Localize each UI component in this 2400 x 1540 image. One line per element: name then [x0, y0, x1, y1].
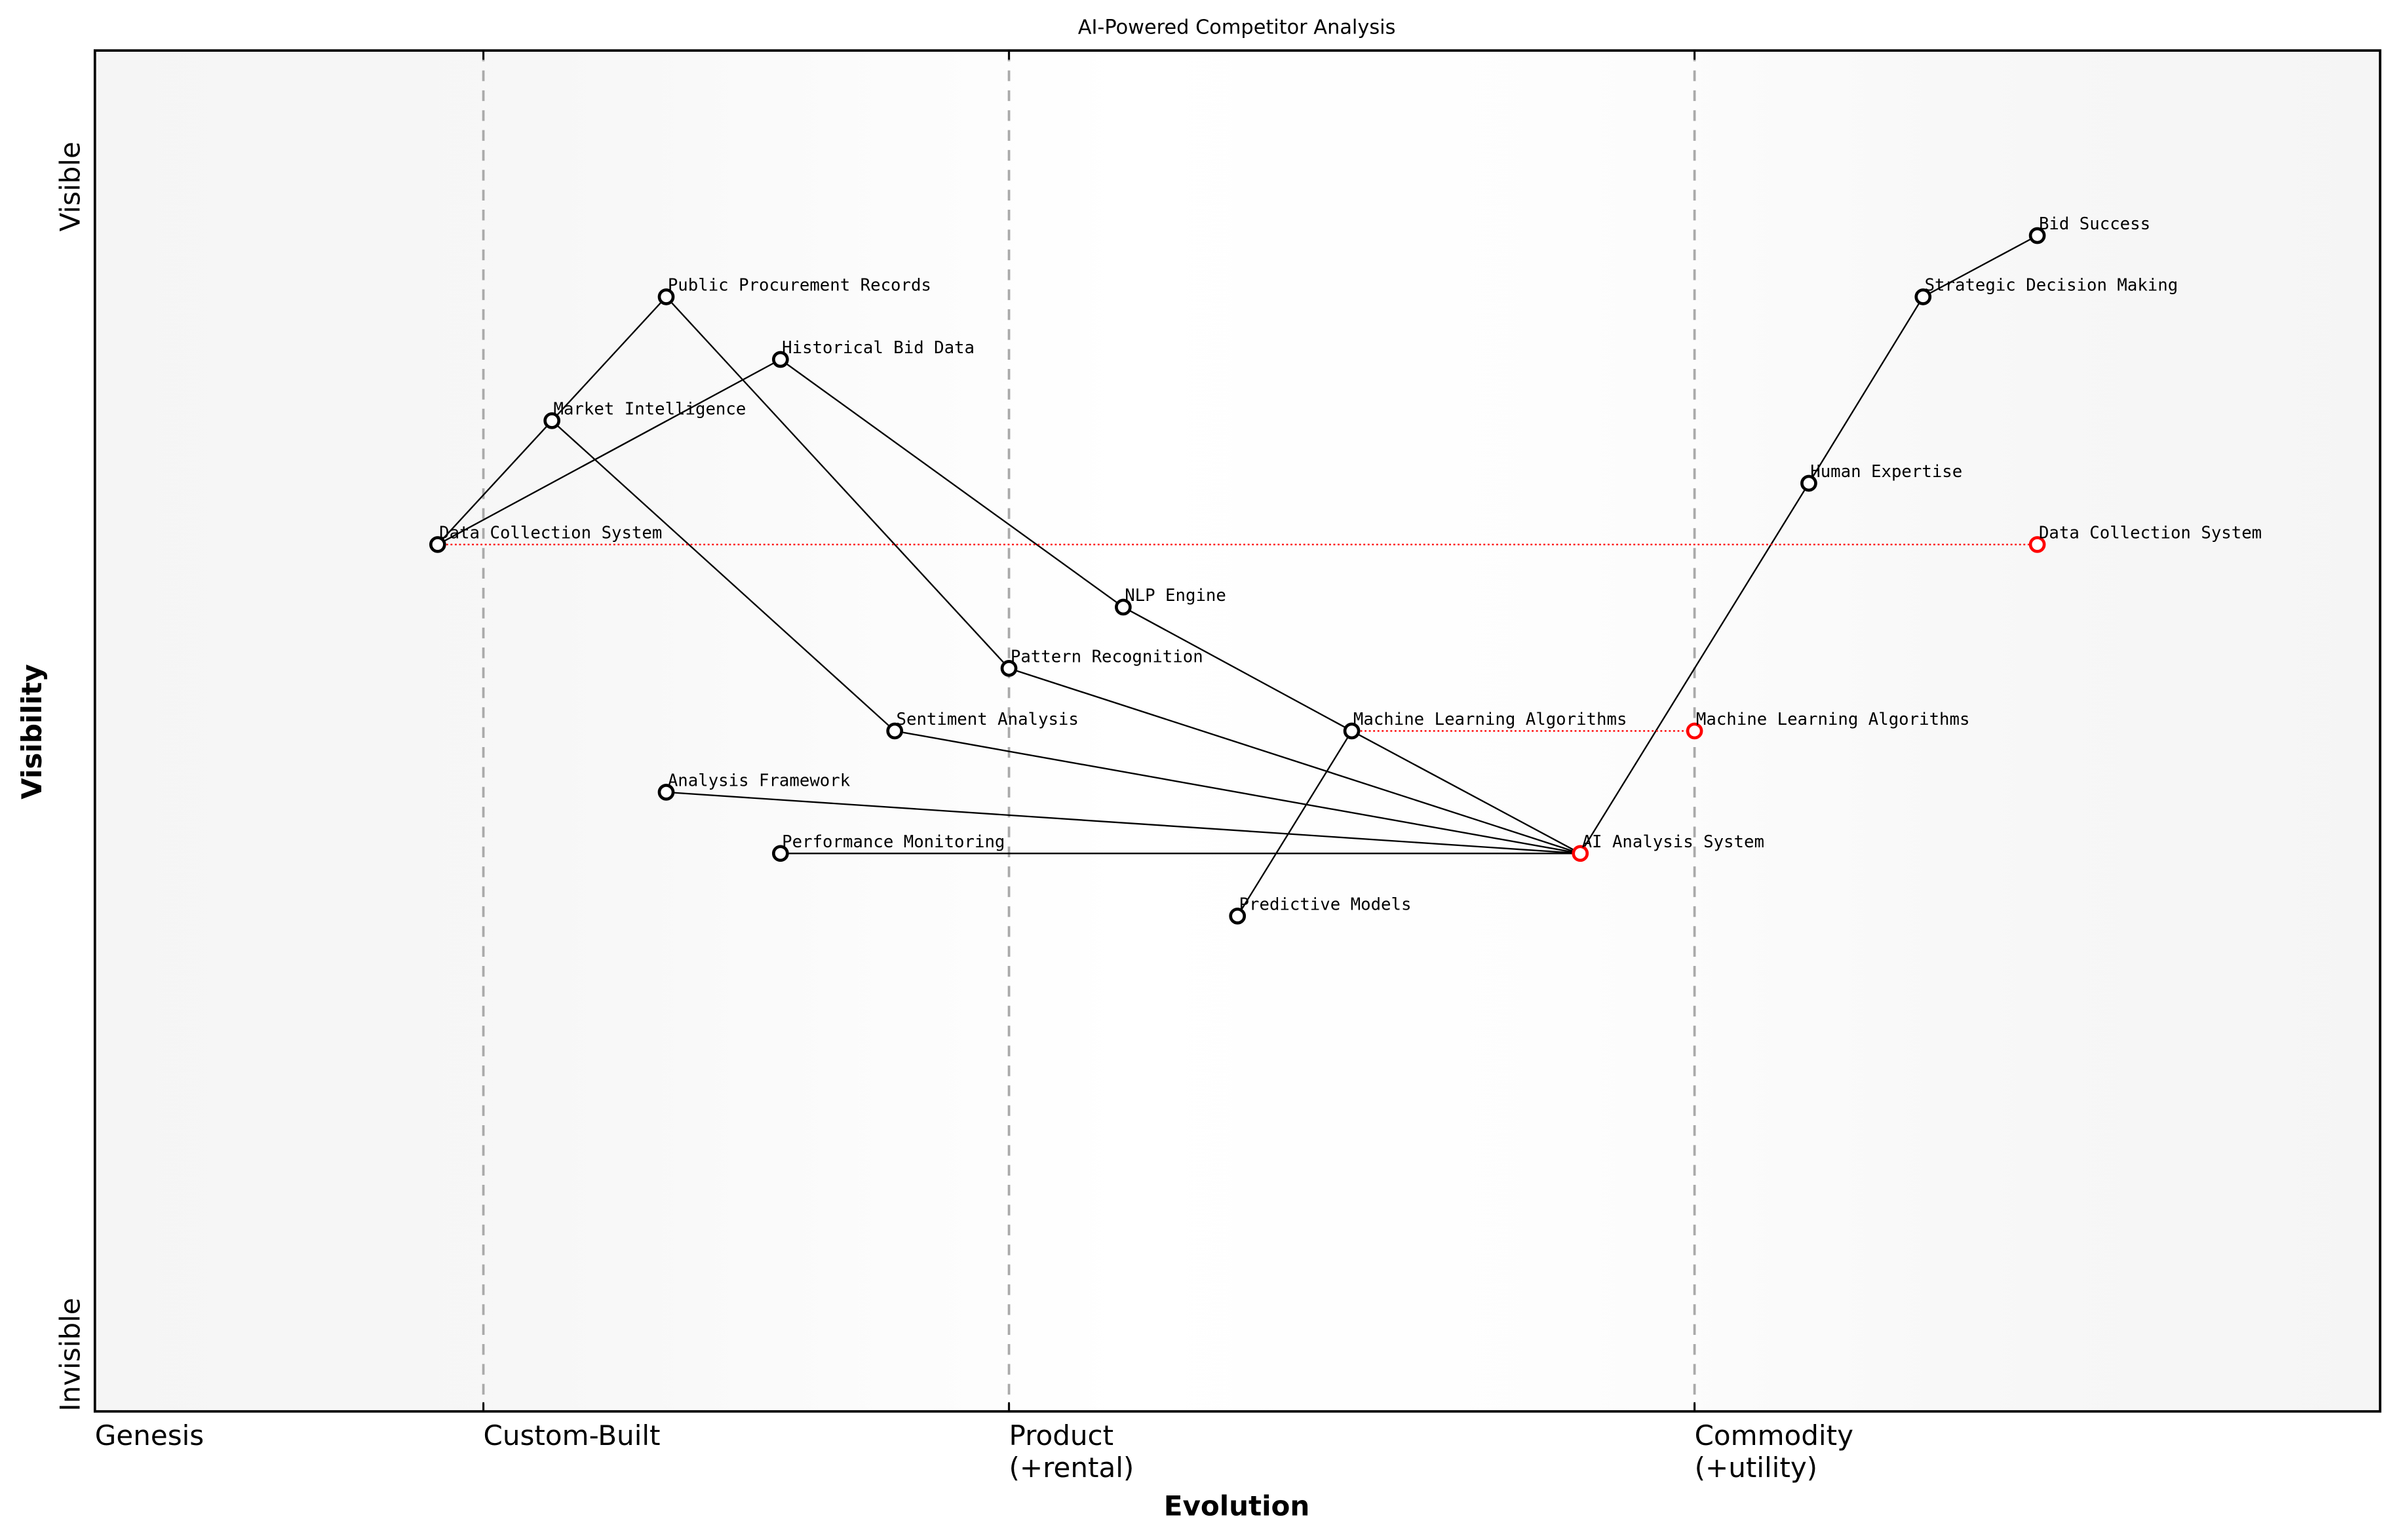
evolution-links	[437, 543, 2038, 732]
component-node-marker	[429, 536, 446, 553]
component-node-marker	[1914, 288, 1932, 305]
component-label: Market Intelligence	[554, 400, 746, 419]
y-tick-label: Invisible	[54, 1298, 86, 1411]
component-node-marker	[1115, 598, 1132, 616]
component-label: Public Procurement Records	[668, 276, 931, 296]
dependency-link	[780, 358, 1124, 608]
dependency-link	[666, 791, 1581, 855]
y-axis-ticks: Visible Invisible	[54, 142, 86, 1412]
component-node-marker	[1229, 908, 1247, 925]
component-label: Machine Learning Algorithms	[1696, 710, 1970, 729]
component-label: Data Collection System	[2039, 524, 2262, 543]
dependency-link	[1123, 606, 1353, 732]
y-axis-title: Visibility	[16, 664, 48, 799]
dependency-link	[1922, 235, 2038, 298]
component-node-marker	[657, 288, 675, 305]
component-label: Bid Success	[2039, 214, 2150, 234]
component-label: Sentiment Analysis	[897, 710, 1079, 729]
plot-background	[94, 50, 2380, 1412]
component-label: Pattern Recognition	[1011, 647, 1203, 667]
plot-frame	[93, 49, 2382, 1413]
x-axis-ticks: Genesis Custom-Built Product(+rental) Commo…	[95, 1419, 1853, 1484]
x-tick-label: (+utility)	[1695, 1452, 1818, 1484]
component-node-marker	[1800, 474, 1817, 492]
component-label: NLP Engine	[1125, 586, 1226, 606]
x-tick-label: Custom-Built	[484, 1419, 661, 1452]
component-node-marker	[1343, 722, 1361, 740]
component-node-marker	[1686, 722, 1703, 740]
component-label: Strategic Decision Making	[1925, 276, 2178, 296]
component-labels: Bid Success Strategic Decision Making Huma…	[439, 214, 2262, 914]
component-label: Human Expertise	[1810, 462, 1962, 482]
x-tick-label: (+rental)	[1009, 1452, 1134, 1484]
component-label: Machine Learning Algorithms	[1353, 710, 1627, 729]
component-node-marker	[1572, 845, 1589, 862]
component-label: Predictive Models	[1239, 895, 1412, 915]
component-label: Data Collection System	[439, 524, 662, 543]
dependency-link	[551, 296, 667, 421]
chart-title: AI-Powered Competitor Analysis	[1078, 16, 1396, 39]
dependency-link	[894, 730, 1581, 855]
component-node-marker	[657, 784, 675, 801]
dependency-link	[1808, 296, 1924, 484]
dependency-link	[436, 420, 553, 545]
dependency-link	[1351, 730, 1581, 855]
component-label: Performance Monitoring	[782, 832, 1005, 852]
dependency-link	[551, 420, 895, 732]
component-node-marker	[772, 351, 789, 368]
dependency-link	[665, 296, 1010, 669]
dependency-link	[1009, 667, 1581, 855]
dependency-link	[437, 358, 781, 545]
dependency-link	[1237, 730, 1353, 917]
component-node-marker	[2028, 227, 2046, 244]
x-tick-label: Commodity	[1695, 1419, 1853, 1452]
component-node-marker	[1000, 660, 1018, 677]
component-label: AI Analysis System	[1582, 832, 1764, 852]
y-tick-label: Visible	[54, 142, 86, 231]
x-tick-label: Product	[1009, 1419, 1114, 1452]
component-node-marker	[772, 845, 789, 862]
x-axis-title: Evolution	[1164, 1490, 1310, 1522]
component-label: Historical Bid Data	[782, 338, 975, 358]
component-node-marker	[2028, 536, 2046, 553]
component-node-marker	[886, 722, 904, 740]
component-label: Analysis Framework	[668, 771, 851, 791]
component-nodes	[429, 227, 2046, 925]
component-node-marker	[543, 412, 561, 429]
x-tick-label: Genesis	[95, 1419, 204, 1452]
